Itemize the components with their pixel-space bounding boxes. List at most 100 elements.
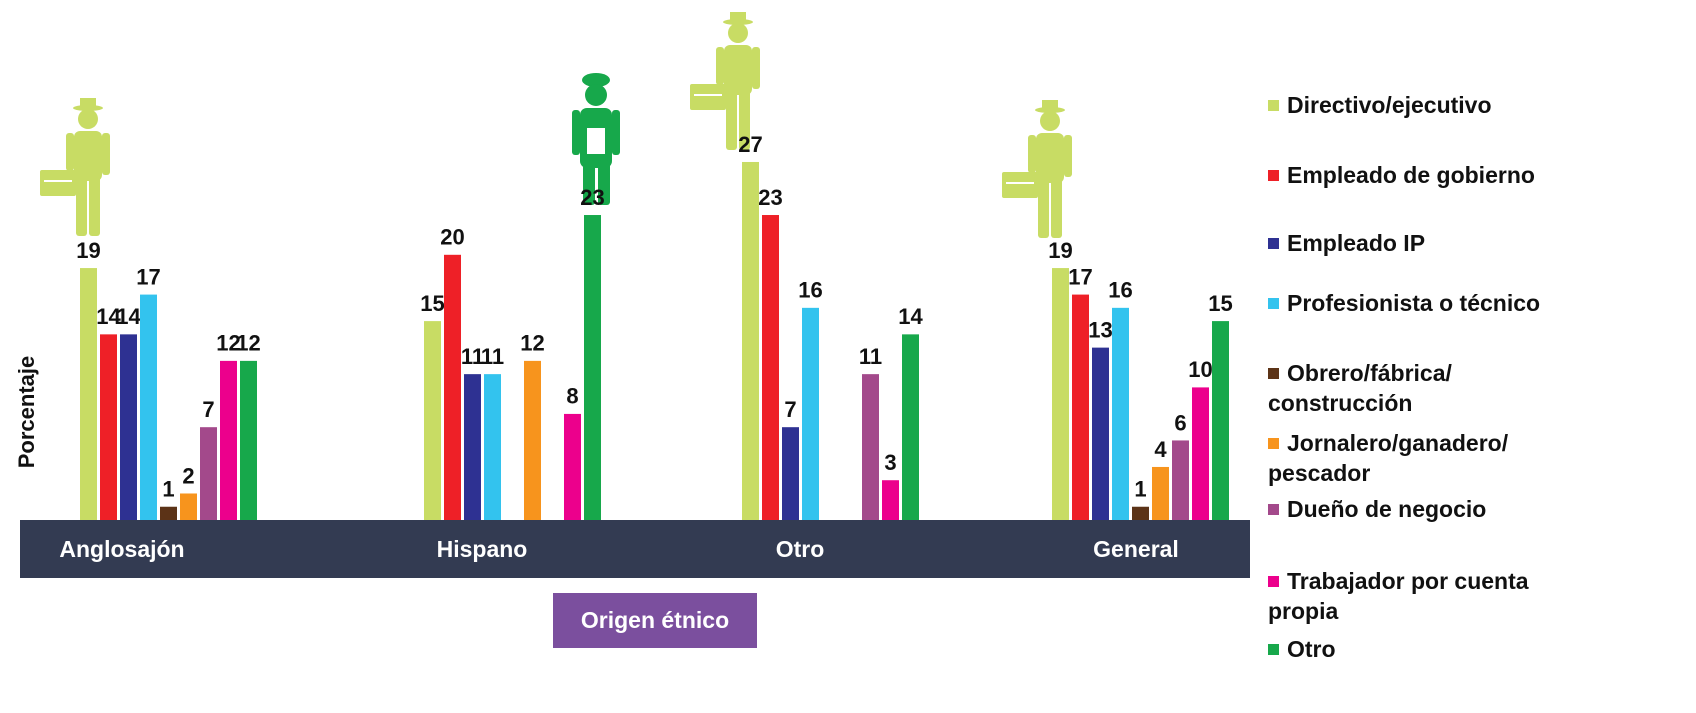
value-label: 11 [461, 344, 484, 369]
x-tick-label: Otro [776, 536, 825, 562]
value-label: 15 [1208, 291, 1232, 316]
value-label: 1 [1134, 477, 1146, 502]
legend-label: Jornalero/ganadero/ pescador [1268, 430, 1509, 486]
bar [120, 334, 137, 520]
legend-swatch [1268, 644, 1279, 655]
bar [1052, 268, 1069, 520]
bar [1072, 294, 1089, 520]
bar [1172, 440, 1189, 520]
bar [524, 360, 541, 520]
bar [1152, 466, 1169, 520]
x-tick-label: Anglosajón [59, 536, 184, 562]
bar [1132, 506, 1149, 520]
x-axis-label: Origen étnico [553, 593, 757, 648]
bar [424, 321, 441, 520]
value-label: 2 [182, 463, 194, 488]
value-label: 20 [440, 225, 464, 250]
legend-swatch [1268, 368, 1279, 379]
bar [1092, 347, 1109, 520]
bar [1192, 387, 1209, 520]
value-label: 15 [420, 291, 444, 316]
value-label: 13 [1088, 317, 1112, 342]
value-label: 16 [798, 278, 822, 303]
bar [564, 413, 581, 520]
bar [584, 215, 601, 520]
bar [220, 360, 237, 520]
bar [1112, 307, 1129, 520]
bar [484, 374, 501, 520]
legend-entry: Empleado IP [1268, 228, 1568, 258]
bar [160, 506, 177, 520]
value-label: 14 [116, 304, 141, 329]
bar [464, 374, 481, 520]
bar [902, 334, 919, 520]
value-label: 17 [1068, 264, 1092, 289]
value-label: 11 [481, 344, 504, 369]
legend-swatch [1268, 170, 1279, 181]
legend-label: Otro [1287, 636, 1336, 662]
value-label: 11 [859, 344, 882, 369]
bar [802, 307, 819, 520]
bar [100, 334, 117, 520]
legend-label: Directivo/ejecutivo [1287, 92, 1492, 118]
bar [862, 374, 879, 520]
bar [200, 427, 217, 520]
bar [762, 215, 779, 520]
legend-swatch [1268, 504, 1279, 515]
bar [140, 294, 157, 520]
value-label: 3 [884, 450, 896, 475]
legend-entry: Empleado de gobierno [1268, 160, 1568, 190]
value-label: 14 [96, 304, 121, 329]
icon [1002, 100, 1072, 238]
value-label: 6 [1174, 410, 1186, 435]
bar [882, 480, 899, 520]
legend-entry: Directivo/ejecutivo [1268, 90, 1568, 120]
category-band [20, 520, 1250, 578]
legend-label: Dueño de negocio [1287, 496, 1487, 522]
legend-entry: Profesionista o técnico [1268, 288, 1568, 318]
legend-entry: Dueño de negocio [1268, 494, 1568, 524]
icon [40, 98, 110, 236]
value-label: 17 [136, 264, 160, 289]
legend-label: Empleado de gobierno [1287, 162, 1535, 188]
legend-swatch [1268, 438, 1279, 449]
legend-entry: Jornalero/ganadero/ pescador [1268, 428, 1568, 488]
value-label: 19 [76, 238, 100, 263]
legend-swatch [1268, 298, 1279, 309]
legend-label: Obrero/fábrica/ construcción [1268, 360, 1452, 416]
x-tick-label: Hispano [437, 536, 528, 562]
value-label: 4 [1154, 437, 1167, 462]
bar [1212, 321, 1229, 520]
value-label: 10 [1188, 357, 1212, 382]
legend-label: Profesionista o técnico [1287, 290, 1541, 316]
y-axis-label: Porcentaje [14, 356, 39, 469]
bar [782, 427, 799, 520]
value-label: 16 [1108, 278, 1132, 303]
bar [180, 493, 197, 520]
value-label: 7 [784, 397, 796, 422]
legend-swatch [1268, 238, 1279, 249]
legend-entry: Otro [1268, 634, 1568, 664]
value-label: 12 [216, 331, 240, 356]
value-label: 27 [738, 132, 762, 157]
value-label: 8 [566, 384, 578, 409]
value-label: 1 [162, 477, 174, 502]
legend-entry: Trabajador por cuenta propia [1268, 566, 1568, 626]
icon [572, 73, 620, 205]
legend-entry: Obrero/fábrica/ construcción [1268, 358, 1568, 418]
x-tick-label: General [1093, 536, 1179, 562]
value-label: 12 [236, 331, 260, 356]
value-label: 23 [580, 185, 604, 210]
icon [690, 12, 760, 150]
value-label: 7 [202, 397, 214, 422]
value-label: 23 [758, 185, 782, 210]
bar [240, 360, 257, 520]
value-label: 14 [898, 304, 923, 329]
value-label: 19 [1048, 238, 1072, 263]
value-label: 12 [520, 331, 544, 356]
bar [444, 254, 461, 521]
legend-swatch [1268, 576, 1279, 587]
bar [742, 161, 759, 521]
